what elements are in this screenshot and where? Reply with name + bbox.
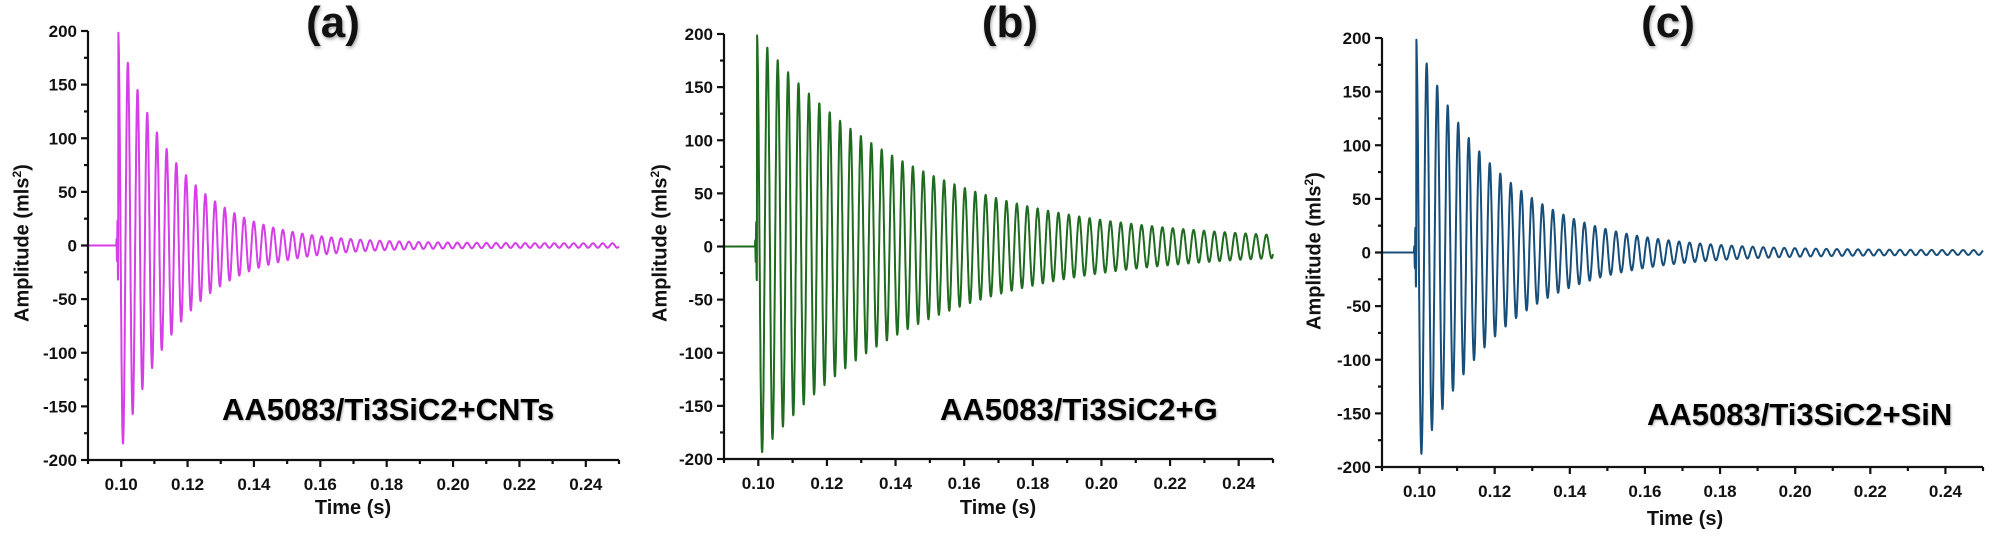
x-axis-label: Time (s): [959, 497, 1037, 519]
y-tick-label: -100: [43, 344, 77, 363]
series-line: [1381, 38, 1984, 455]
y-tick-label: -100: [679, 344, 713, 363]
series-annotation: AA5083/Ti3SiC2+CNTs: [222, 392, 555, 427]
x-tick-label: 0.18: [1704, 482, 1737, 501]
x-tick-label: 0.12: [810, 474, 843, 493]
y-tick-label: -50: [1346, 297, 1371, 316]
y-tick-label: 200: [1343, 29, 1371, 48]
y-tick-label: -150: [679, 397, 713, 416]
x-tick-label: 0.16: [948, 474, 981, 493]
x-tick-label: 0.24: [569, 475, 603, 494]
y-tick-label: 100: [685, 131, 713, 150]
x-tick-label: 0.20: [437, 475, 470, 494]
y-tick-label: 50: [694, 184, 713, 203]
chart-panel-a: (a) 200 150 100 50 0 -50 -100 -150 -200 0.10 0.12 0…: [0, 0, 660, 538]
x-tick-label: 0.18: [370, 475, 403, 494]
plot-area: 200 150 100 50 0 -50 -100 -150 -200 0.10 0.12 0.14 0…: [679, 25, 1275, 493]
y-tick-label: -150: [1337, 404, 1371, 423]
series-line: [87, 31, 620, 445]
y-tick-label: 100: [1343, 136, 1371, 155]
y-tick-label: 0: [68, 237, 77, 256]
y-tick-label: 200: [685, 25, 713, 44]
plot-area: 200 150 100 50 0 -50 -100 -150 -200 0.10 0.12 0.14 0…: [43, 22, 621, 494]
x-tick-label: 0.10: [1403, 482, 1436, 501]
x-tick-label: 0.24: [1929, 482, 1963, 501]
x-tick-label: 0.16: [1628, 482, 1661, 501]
y-axis-label: Amplitude (mls2): [1302, 172, 1327, 330]
y-axis-label-close: ): [1303, 172, 1326, 179]
y-tick-label: 0: [704, 238, 713, 257]
y-axis-label-sup: 2: [1302, 178, 1316, 186]
x-tick-label: 0.18: [1016, 474, 1049, 493]
y-tick-label: -50: [52, 290, 77, 309]
axes: [81, 29, 621, 467]
x-tick-label: 0.22: [1154, 474, 1187, 493]
y-tick-label: -200: [679, 450, 713, 469]
x-tick-label: 0.10: [742, 474, 775, 493]
y-tick-label: 0: [1362, 244, 1371, 263]
series-line: [723, 34, 1274, 454]
y-tick-label: 100: [49, 129, 77, 148]
chart-title: (a): [306, 0, 360, 47]
series-annotation: AA5083/Ti3SiC2+SiN: [1647, 397, 1953, 432]
x-tick-label: 0.22: [503, 475, 536, 494]
y-tick-label: -200: [43, 451, 77, 470]
x-tick-label: 0.14: [879, 474, 913, 493]
x-tick-label: 0.20: [1779, 482, 1812, 501]
x-tick-label: 0.20: [1085, 474, 1118, 493]
x-tick-label: 0.24: [1222, 474, 1256, 493]
y-tick-label: -100: [1337, 351, 1371, 370]
y-axis-label-text: Amplitude (mls: [1303, 185, 1326, 330]
y-tick-label: 50: [58, 183, 77, 202]
y-tick-label: -150: [43, 397, 77, 416]
chart-title: (b): [981, 0, 1039, 47]
y-tick-label: 200: [49, 22, 77, 41]
y-tick-label: 150: [1343, 83, 1371, 102]
x-tick-label: 0.12: [171, 475, 204, 494]
x-tick-label: 0.10: [105, 475, 138, 494]
x-tick-label: 0.12: [1478, 482, 1511, 501]
chart-title: (c): [1641, 0, 1695, 47]
y-tick-label: 50: [1352, 190, 1371, 209]
axes: [717, 32, 1275, 466]
chart-panel-b: (b) 200 150 100 50 0 -50 -100 -150 -200 0.10 0.12 0…: [648, 0, 1275, 519]
y-tick-label: 150: [685, 78, 713, 97]
x-tick-label: 0.22: [1854, 482, 1887, 501]
y-tick-label: -200: [1337, 458, 1371, 477]
x-tick-label: 0.14: [1553, 482, 1587, 501]
x-tick-label: 0.16: [304, 475, 337, 494]
axes: [1375, 36, 1985, 474]
x-axis-label: Time (s): [314, 497, 392, 519]
x-axis-label: Time (s): [1646, 508, 1724, 530]
x-tick-label: 0.14: [237, 475, 271, 494]
series-annotation: AA5083/Ti3SiC2+G: [940, 392, 1218, 427]
y-tick-label: 150: [49, 76, 77, 95]
y-tick-label: -50: [688, 291, 713, 310]
